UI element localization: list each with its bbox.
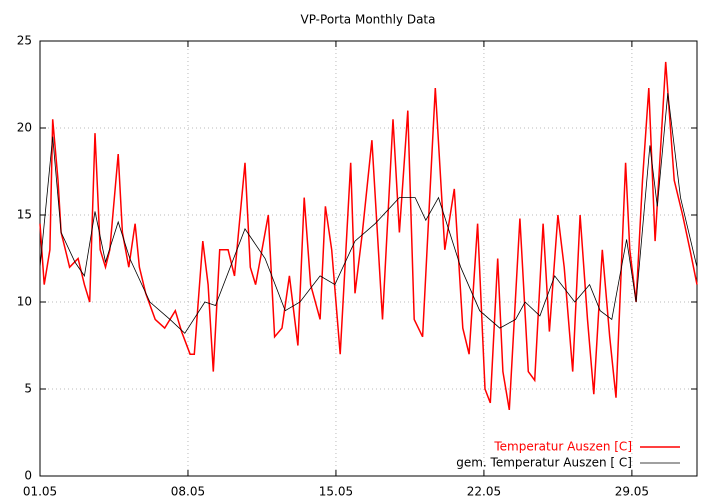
x-tick-label: 15.05: [319, 485, 353, 499]
x-tick-label: 08.05: [171, 485, 205, 499]
y-tick-label: 15: [17, 208, 32, 222]
x-tick-label: 29.05: [615, 485, 649, 499]
y-tick-label: 20: [17, 121, 32, 135]
series-line: [39, 93, 698, 334]
x-tick-label: 01.05: [23, 485, 57, 499]
legend-label: Temperatur Auszen [C]: [493, 440, 632, 454]
y-tick-label: 10: [17, 295, 32, 309]
chart-title: VP-Porta Monthly Data: [301, 13, 436, 27]
series-line: [39, 61, 698, 411]
y-tick-label: 25: [17, 34, 32, 48]
y-tick-label: 0: [24, 469, 32, 483]
legend-label: gem. Temperatur Auszen [ C]: [456, 456, 632, 470]
x-tick-label: 22.05: [467, 485, 501, 499]
y-tick-label: 5: [24, 382, 32, 396]
plot-frame: [39, 40, 698, 477]
